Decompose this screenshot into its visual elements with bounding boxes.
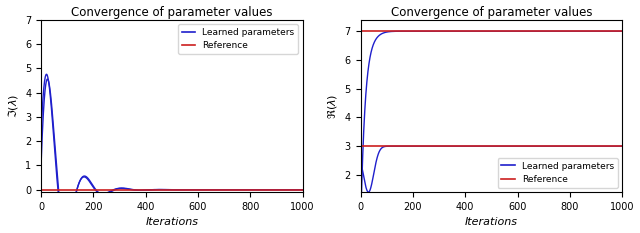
Title: Convergence of parameter values: Convergence of parameter values	[71, 6, 273, 19]
X-axis label: Iterations: Iterations	[465, 217, 518, 227]
Y-axis label: $\Re(\lambda)$: $\Re(\lambda)$	[326, 93, 339, 119]
Y-axis label: $\Im(\lambda)$: $\Im(\lambda)$	[6, 94, 20, 118]
Title: Convergence of parameter values: Convergence of parameter values	[390, 6, 592, 19]
Legend: Learned parameters, Reference: Learned parameters, Reference	[497, 158, 618, 188]
X-axis label: Iterations: Iterations	[145, 217, 198, 227]
Legend: Learned parameters, Reference: Learned parameters, Reference	[178, 24, 298, 54]
